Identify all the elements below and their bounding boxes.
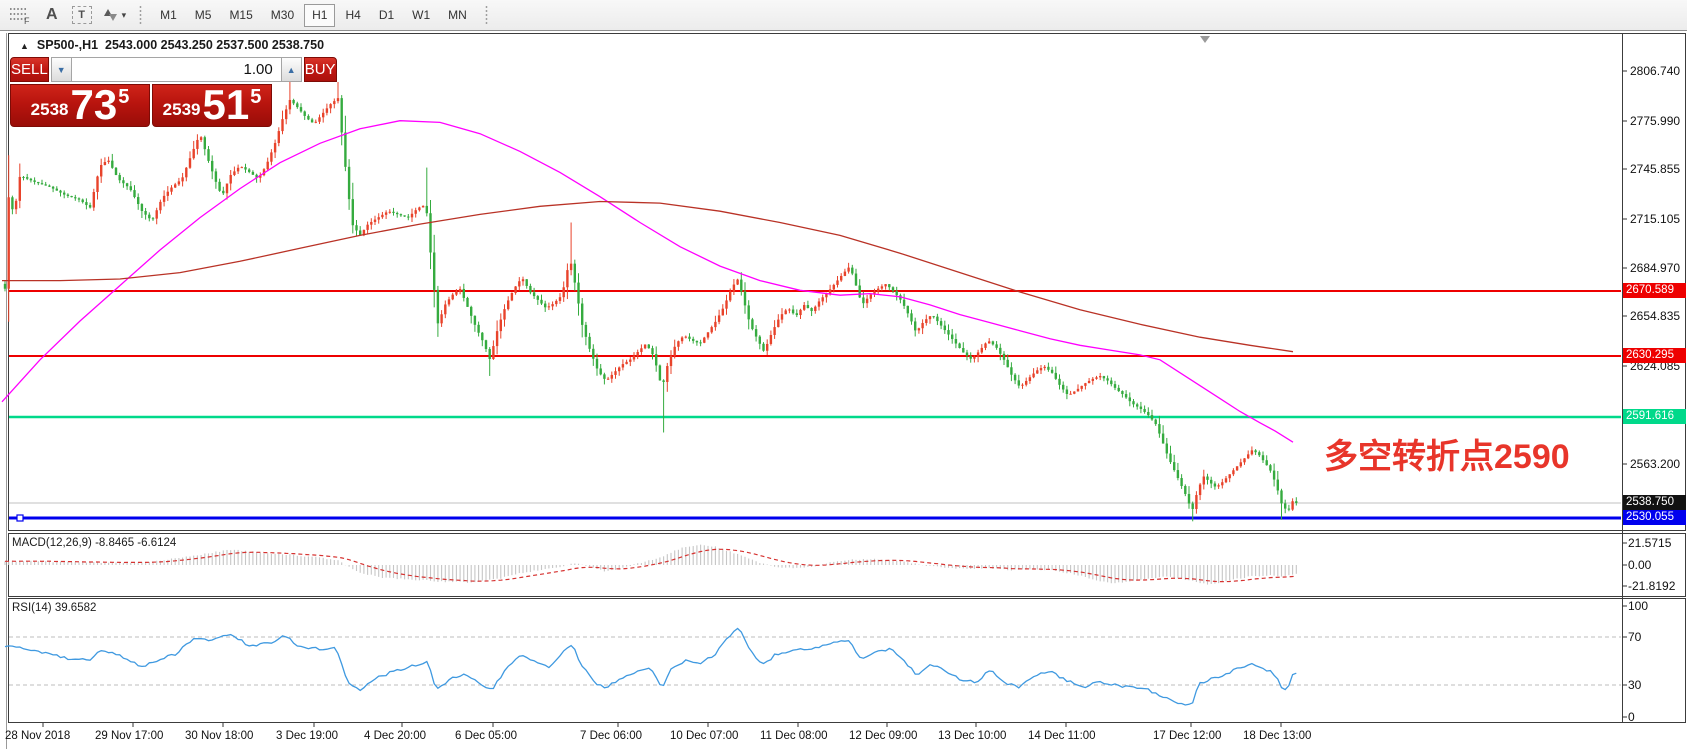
macd-axis-label: -21.8192 [1628, 579, 1676, 593]
time-axis-label: 30 Nov 18:00 [185, 730, 254, 742]
price-axis-label: 2563.200 [1630, 457, 1681, 471]
buy-price-pip: 5 [250, 86, 262, 108]
sell-price-display[interactable]: 2538 73 5 [10, 84, 150, 127]
price-axis-label: 2745.855 [1630, 162, 1681, 176]
macd-axis-label: 21.5715 [1628, 536, 1672, 550]
symbol-list-icon[interactable]: F [8, 3, 32, 27]
time-axis-label: 12 Dec 09:00 [849, 730, 918, 742]
chart-symbol-period: SP500-,H1 [36, 38, 99, 52]
price-axis-label: 2654.835 [1630, 309, 1681, 323]
price-line-label: 2670.589 [1623, 283, 1686, 298]
price-axis-label: 2806.740 [1630, 64, 1681, 78]
one-click-panel-toggle[interactable]: ▲ [20, 41, 29, 51]
rsi-axis-label: 100 [1628, 599, 1649, 613]
line-drag-handle[interactable] [16, 514, 24, 522]
svg-text:F: F [24, 16, 30, 25]
ma-fast-line[interactable] [1, 120, 1294, 443]
volume-increase-button[interactable]: ▲ [280, 57, 302, 82]
price-axis-label: 2715.105 [1630, 212, 1681, 226]
time-axis-label: 3 Dec 19:00 [276, 730, 339, 742]
buy-price-handle: 2539 [162, 100, 201, 119]
chart-ohlc-header: ▲ SP500-,H1 2543.000 2543.250 2537.500 25… [20, 38, 324, 52]
chart-text-annotation: 多空转折点2590 [1324, 438, 1570, 476]
macd-indicator-label: MACD(12,26,9) -8.8465 -6.6124 [12, 537, 177, 549]
volume-spinner: ▼ ▲ [50, 57, 302, 82]
toolbar: F A T ▾ M1 M5 M15 M30 H1 H4 D1 W1 MN [0, 0, 1687, 31]
rsi-axis-label: 70 [1628, 630, 1642, 644]
timeframe-button-h1[interactable]: H1 [304, 3, 336, 27]
macd-axis-label: 0.00 [1628, 558, 1652, 572]
timeframe-button-w1[interactable]: W1 [404, 4, 438, 27]
rsi-axis-label: 30 [1628, 678, 1642, 692]
price-line-label: 2630.295 [1623, 348, 1686, 363]
buy-price-main: 51 [202, 81, 250, 129]
ohlc-high: 2543.250 [160, 38, 213, 52]
time-axis-label: 13 Dec 10:00 [938, 730, 1007, 742]
ohlc-open: 2543.000 [105, 38, 158, 52]
price-line-label: 2591.616 [1623, 409, 1686, 424]
sell-price-pip: 5 [118, 86, 130, 108]
arrows-tool-icon[interactable]: ▾ [100, 3, 127, 27]
price-line-label: 2530.055 [1623, 510, 1686, 525]
sell-price-main: 73 [70, 81, 118, 129]
rsi-axis-label: 0 [1628, 710, 1635, 724]
time-axis-label: 18 Dec 13:00 [1243, 730, 1312, 742]
buy-price-display[interactable]: 2539 51 5 [152, 84, 272, 127]
timeframe-button-mn[interactable]: MN [440, 4, 475, 27]
price-axis-label: 2775.990 [1630, 114, 1681, 128]
timeframe-button-d1[interactable]: D1 [371, 4, 402, 27]
volume-input[interactable] [71, 57, 281, 82]
time-axis-label: 14 Dec 11:00 [1028, 730, 1096, 742]
timeframe-group: M1 M5 M15 M30 H1 H4 D1 W1 MN [151, 3, 476, 27]
time-axis-label: 11 Dec 08:00 [760, 730, 828, 742]
buy-button[interactable]: BUY [303, 57, 337, 82]
time-axis-label: 7 Dec 06:00 [580, 730, 643, 742]
chart-shift-marker[interactable] [1200, 36, 1210, 43]
rsi-indicator-label: RSI(14) 39.6582 [12, 602, 97, 614]
timeframe-button-m5[interactable]: M5 [187, 4, 220, 27]
volume-decrease-button[interactable]: ▼ [50, 57, 72, 82]
toolbar-drag-handle[interactable] [138, 5, 144, 25]
time-axis-label: 28 Nov 2018 [5, 730, 71, 742]
sell-price-handle: 2538 [30, 100, 69, 119]
sell-button[interactable]: SELL [10, 57, 49, 82]
price-line-label: 2538.750 [1623, 495, 1686, 510]
timeframe-button-m15[interactable]: M15 [221, 4, 260, 27]
macd-signal-line[interactable] [5, 548, 1297, 583]
timeframe-button-m1[interactable]: M1 [152, 4, 185, 27]
ma-slow-line[interactable] [2, 200, 1294, 353]
rsi-line[interactable] [4, 627, 1297, 706]
time-axis-label: 6 Dec 05:00 [455, 730, 518, 742]
time-axis-label: 10 Dec 07:00 [670, 730, 739, 742]
ohlc-low: 2537.500 [216, 38, 269, 52]
toolbar-drag-handle[interactable] [483, 5, 489, 25]
price-axis-label: 2684.970 [1630, 261, 1681, 275]
timeframe-button-h4[interactable]: H4 [337, 4, 368, 27]
chevron-down-icon[interactable]: ▾ [121, 9, 127, 20]
drawing-tools-group: F A T ▾ [4, 3, 130, 27]
ohlc-close: 2538.750 [271, 38, 325, 52]
one-click-trade-panel: SELL ▼ ▲ BUY 2538 73 5 2539 51 5 [10, 57, 337, 127]
time-axis-label: 29 Nov 17:00 [95, 730, 164, 742]
timeframe-button-m30[interactable]: M30 [263, 4, 302, 27]
time-axis-label: 4 Dec 20:00 [364, 730, 427, 742]
text-box-icon[interactable]: T [71, 3, 92, 27]
text-label-icon[interactable]: A [46, 6, 58, 23]
time-axis-label: 17 Dec 12:00 [1153, 730, 1222, 742]
